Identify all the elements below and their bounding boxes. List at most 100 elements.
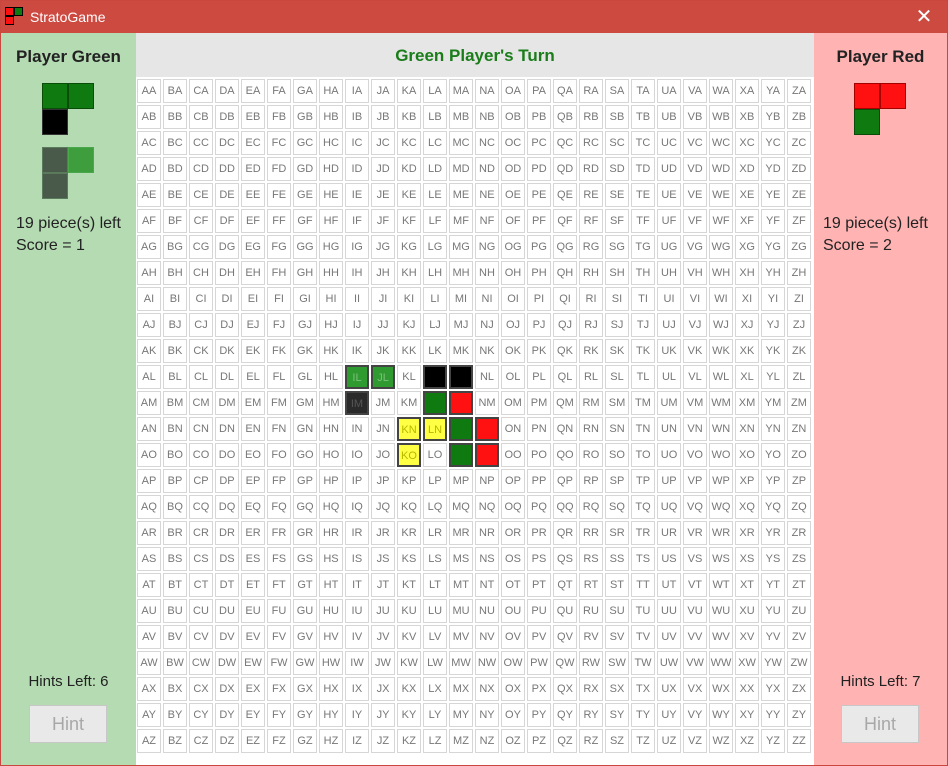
board-cell-hg[interactable]: HG: [319, 235, 343, 259]
board-cell-ah[interactable]: AH: [137, 261, 161, 285]
board-cell-ud[interactable]: UD: [657, 157, 681, 181]
board-cell-jn[interactable]: JN: [371, 417, 395, 441]
board-cell-cp[interactable]: CP: [189, 469, 213, 493]
board-cell-ff[interactable]: FF: [267, 209, 291, 233]
board-cell-un[interactable]: UN: [657, 417, 681, 441]
board-cell-nw[interactable]: NW: [475, 651, 499, 675]
board-cell-gs[interactable]: GS: [293, 547, 317, 571]
board-cell-ja[interactable]: JA: [371, 79, 395, 103]
board-cell-pa[interactable]: PA: [527, 79, 551, 103]
board-cell-ch[interactable]: CH: [189, 261, 213, 285]
board-cell-et[interactable]: ET: [241, 573, 265, 597]
board-cell-sh[interactable]: SH: [605, 261, 629, 285]
board-cell-hu[interactable]: HU: [319, 599, 343, 623]
board-cell-tm[interactable]: TM: [631, 391, 655, 415]
board-cell-qw[interactable]: QW: [553, 651, 577, 675]
board-cell-mk[interactable]: MK: [449, 339, 473, 363]
board-cell-oe[interactable]: OE: [501, 183, 525, 207]
board-cell-mm[interactable]: MM: [449, 391, 473, 415]
board-cell-iq[interactable]: IQ: [345, 495, 369, 519]
board-cell-vp[interactable]: VP: [683, 469, 707, 493]
board-cell-hv[interactable]: HV: [319, 625, 343, 649]
board-cell-ph[interactable]: PH: [527, 261, 551, 285]
board-cell-pp[interactable]: PP: [527, 469, 551, 493]
board-cell-xy[interactable]: XY: [735, 703, 759, 727]
board-cell-xw[interactable]: XW: [735, 651, 759, 675]
board-cell-ln[interactable]: LN: [423, 417, 447, 441]
board-cell-sr[interactable]: SR: [605, 521, 629, 545]
board-cell-zc[interactable]: ZC: [787, 131, 811, 155]
board-cell-oa[interactable]: OA: [501, 79, 525, 103]
board-cell-rt[interactable]: RT: [579, 573, 603, 597]
board-cell-ua[interactable]: UA: [657, 79, 681, 103]
board-cell-ks[interactable]: KS: [397, 547, 421, 571]
board-cell-wo[interactable]: WO: [709, 443, 733, 467]
board-cell-dz[interactable]: DZ: [215, 729, 239, 753]
board-cell-qn[interactable]: QN: [553, 417, 577, 441]
board-cell-gw[interactable]: GW: [293, 651, 317, 675]
board-cell-vn[interactable]: VN: [683, 417, 707, 441]
board-cell-ft[interactable]: FT: [267, 573, 291, 597]
board-cell-vh[interactable]: VH: [683, 261, 707, 285]
board-cell-ba[interactable]: BA: [163, 79, 187, 103]
board-cell-os[interactable]: OS: [501, 547, 525, 571]
board-cell-ep[interactable]: EP: [241, 469, 265, 493]
board-cell-um[interactable]: UM: [657, 391, 681, 415]
board-cell-sn[interactable]: SN: [605, 417, 629, 441]
board-cell-lo[interactable]: LO: [423, 443, 447, 467]
board-cell-ji[interactable]: JI: [371, 287, 395, 311]
board-cell-tp[interactable]: TP: [631, 469, 655, 493]
board-cell-lp[interactable]: LP: [423, 469, 447, 493]
board-cell-zb[interactable]: ZB: [787, 105, 811, 129]
board-cell-dr[interactable]: DR: [215, 521, 239, 545]
board-cell-qa[interactable]: QA: [553, 79, 577, 103]
board-cell-yf[interactable]: YF: [761, 209, 785, 233]
board-cell-ia[interactable]: IA: [345, 79, 369, 103]
board-cell-pg[interactable]: PG: [527, 235, 551, 259]
board-cell-zk[interactable]: ZK: [787, 339, 811, 363]
board-cell-ug[interactable]: UG: [657, 235, 681, 259]
board-cell-nv[interactable]: NV: [475, 625, 499, 649]
board-cell-ne[interactable]: NE: [475, 183, 499, 207]
board-cell-eu[interactable]: EU: [241, 599, 265, 623]
board-cell-cd[interactable]: CD: [189, 157, 213, 181]
board-cell-gl[interactable]: GL: [293, 365, 317, 389]
board-cell-ae[interactable]: AE: [137, 183, 161, 207]
board-cell-ov[interactable]: OV: [501, 625, 525, 649]
board-cell-zn[interactable]: ZN: [787, 417, 811, 441]
board-cell-qh[interactable]: QH: [553, 261, 577, 285]
board-cell-yi[interactable]: YI: [761, 287, 785, 311]
board-cell-nb[interactable]: NB: [475, 105, 499, 129]
board-cell-lb[interactable]: LB: [423, 105, 447, 129]
board-cell-vm[interactable]: VM: [683, 391, 707, 415]
board-cell-au[interactable]: AU: [137, 599, 161, 623]
board-cell-gm[interactable]: GM: [293, 391, 317, 415]
board-cell-nj[interactable]: NJ: [475, 313, 499, 337]
board-cell-kj[interactable]: KJ: [397, 313, 421, 337]
board-cell-vg[interactable]: VG: [683, 235, 707, 259]
board-cell-xx[interactable]: XX: [735, 677, 759, 701]
board-cell-hz[interactable]: HZ: [319, 729, 343, 753]
board-cell-cf[interactable]: CF: [189, 209, 213, 233]
board-cell-no[interactable]: NO: [475, 443, 499, 467]
board-cell-jw[interactable]: JW: [371, 651, 395, 675]
board-cell-mz[interactable]: MZ: [449, 729, 473, 753]
board-cell-np[interactable]: NP: [475, 469, 499, 493]
board-cell-nn[interactable]: NN: [475, 417, 499, 441]
board-cell-vt[interactable]: VT: [683, 573, 707, 597]
board-cell-de[interactable]: DE: [215, 183, 239, 207]
board-cell-kk[interactable]: KK: [397, 339, 421, 363]
board-cell-bv[interactable]: BV: [163, 625, 187, 649]
board-cell-yj[interactable]: YJ: [761, 313, 785, 337]
board-cell-bl[interactable]: BL: [163, 365, 187, 389]
board-cell-rz[interactable]: RZ: [579, 729, 603, 753]
board-cell-be[interactable]: BE: [163, 183, 187, 207]
board-cell-an[interactable]: AN: [137, 417, 161, 441]
board-cell-xm[interactable]: XM: [735, 391, 759, 415]
board-cell-bu[interactable]: BU: [163, 599, 187, 623]
board-cell-bz[interactable]: BZ: [163, 729, 187, 753]
board-cell-yr[interactable]: YR: [761, 521, 785, 545]
board-cell-hq[interactable]: HQ: [319, 495, 343, 519]
board-cell-rg[interactable]: RG: [579, 235, 603, 259]
board-cell-hs[interactable]: HS: [319, 547, 343, 571]
